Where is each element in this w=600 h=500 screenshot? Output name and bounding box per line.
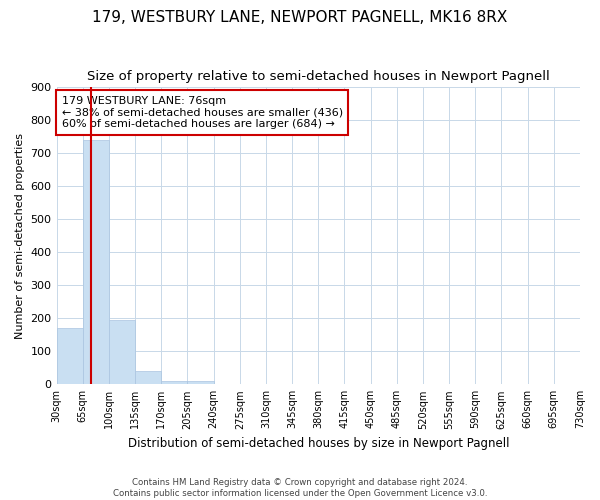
X-axis label: Distribution of semi-detached houses by size in Newport Pagnell: Distribution of semi-detached houses by … xyxy=(128,437,509,450)
Bar xyxy=(56,328,83,384)
Title: Size of property relative to semi-detached houses in Newport Pagnell: Size of property relative to semi-detach… xyxy=(87,70,550,83)
Text: 179, WESTBURY LANE, NEWPORT PAGNELL, MK16 8RX: 179, WESTBURY LANE, NEWPORT PAGNELL, MK1… xyxy=(92,10,508,25)
Text: 179 WESTBURY LANE: 76sqm
← 38% of semi-detached houses are smaller (436)
60% of : 179 WESTBURY LANE: 76sqm ← 38% of semi-d… xyxy=(62,96,343,129)
Bar xyxy=(135,371,161,384)
Bar xyxy=(83,140,109,384)
Bar xyxy=(161,381,187,384)
Y-axis label: Number of semi-detached properties: Number of semi-detached properties xyxy=(15,132,25,338)
Bar xyxy=(109,320,135,384)
Text: Contains HM Land Registry data © Crown copyright and database right 2024.
Contai: Contains HM Land Registry data © Crown c… xyxy=(113,478,487,498)
Bar xyxy=(187,381,214,384)
